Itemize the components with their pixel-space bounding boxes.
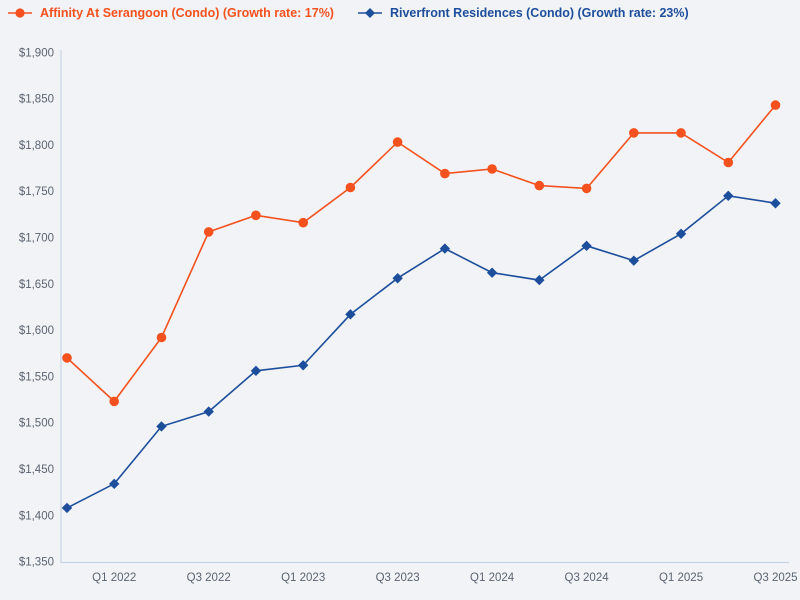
axis-lines [60, 50, 789, 564]
data-point-diamond [439, 243, 451, 254]
data-point-diamond [109, 478, 120, 490]
data-point-circle [487, 164, 497, 174]
y-axis-tick-label: $1,350 [19, 557, 54, 569]
data-point-circle [629, 128, 639, 138]
data-point-diamond [392, 273, 403, 284]
data-point-circle [770, 100, 781, 110]
x-axis-tick-label: Q3 2023 [376, 572, 420, 584]
data-point-circle [440, 168, 450, 179]
x-axis-tick-label: Q3 2024 [565, 572, 610, 584]
data-point-circle [109, 396, 119, 407]
y-axis-tick-label: $1,700 [19, 233, 54, 245]
data-point-circle [723, 157, 734, 168]
data-point-diamond [203, 406, 214, 417]
y-axis-tick-label: $1,450 [19, 464, 54, 476]
x-axis-tick-label: Q1 2022 [92, 572, 136, 584]
series-line [66, 194, 776, 509]
y-axis-tick-label: $1,850 [19, 94, 54, 106]
data-point-diamond [486, 267, 498, 278]
data-point-diamond [675, 228, 687, 239]
data-point-circle [203, 227, 214, 237]
data-point-diamond [534, 274, 545, 286]
x-axis-tick-label: Q1 2025 [659, 572, 703, 584]
data-point-circle [62, 353, 72, 363]
data-point-diamond [156, 421, 167, 432]
legend-item-riverfront-residences[interactable]: Riverfront Residences (Condo) (Growth ra… [357, 6, 689, 20]
chart-legend: Affinity At Serangoon (Condo) (Growth ra… [8, 6, 689, 20]
y-axis-tick-label: $1,400 [19, 510, 54, 522]
data-point-circle [392, 137, 403, 147]
y-axis-tick-label: $1,800 [19, 140, 54, 152]
y-axis-tick-label: $1,550 [19, 371, 54, 383]
legend-item-affinity-at-serangoon[interactable]: Affinity At Serangoon (Condo) (Growth ra… [8, 6, 334, 20]
data-point-circle [251, 210, 261, 221]
data-point-circle [676, 128, 686, 138]
y-axis-tick-label: $1,500 [19, 418, 54, 430]
data-point-diamond [770, 198, 781, 209]
data-point-diamond [628, 255, 639, 266]
data-point-diamond [61, 502, 73, 514]
y-axis-tick-label: $1,650 [19, 279, 54, 291]
data-point-circle [581, 183, 592, 194]
data-point-diamond [723, 190, 734, 202]
legend-circle-marker-icon [8, 8, 32, 18]
legend-diamond-marker-icon [357, 8, 382, 18]
data-point-diamond [297, 360, 309, 371]
x-axis-tick-label: Q1 2023 [281, 572, 325, 584]
data-point-circle [298, 217, 309, 228]
data-point-circle [156, 332, 167, 343]
x-axis-tick-label: Q3 2025 [753, 572, 797, 584]
data-point-circle [345, 182, 356, 193]
y-axis-tick-label: $1,600 [19, 325, 54, 337]
x-axis-tick-label: Q1 2024 [470, 572, 515, 584]
data-point-diamond [250, 365, 262, 377]
y-axis-tick-label: $1,900 [19, 47, 54, 59]
data-point-diamond [345, 309, 356, 320]
legend-label-riverfront-residences: Riverfront Residences (Condo) (Growth ra… [389, 6, 689, 20]
data-point-circle [534, 180, 545, 191]
series-line [66, 104, 777, 403]
y-axis-tick-label: $1,750 [19, 186, 54, 198]
data-point-diamond [581, 240, 592, 252]
x-axis-tick-label: Q3 2022 [187, 572, 231, 584]
legend-label-affinity-at-serangoon: Affinity At Serangoon (Condo) (Growth ra… [40, 6, 334, 20]
